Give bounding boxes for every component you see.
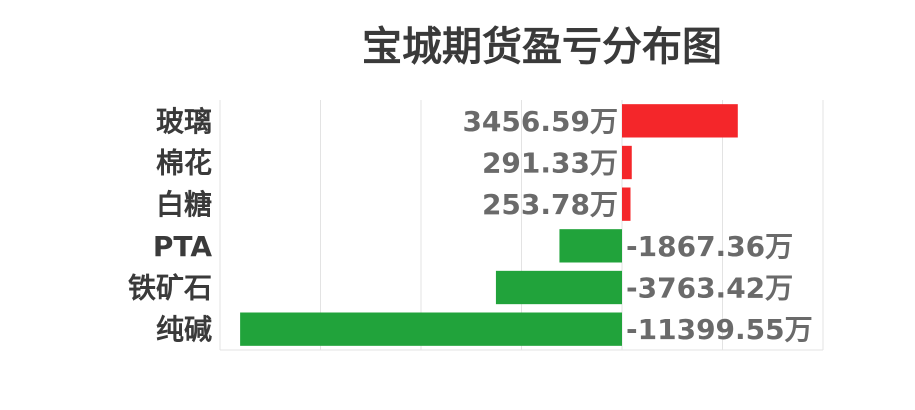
- bar-3: [559, 229, 622, 263]
- value-label-1: 291.33万: [482, 147, 618, 180]
- bars: [240, 104, 738, 346]
- value-label-5: -11399.55万: [626, 313, 813, 346]
- bar-1: [622, 145, 632, 180]
- chart-title: 宝城期货盈亏分布图: [362, 24, 722, 70]
- category-label-5: 纯碱: [156, 313, 212, 346]
- category-label-0: 玻璃: [156, 105, 212, 138]
- category-label-2: 白糖: [156, 188, 212, 221]
- value-label-4: -3763.42万: [626, 272, 793, 305]
- value-label-2: 253.78万: [482, 188, 618, 221]
- category-label-4: 铁矿石: [128, 272, 212, 305]
- grid-lines: [219, 100, 824, 351]
- bar-5: [240, 312, 622, 346]
- value-label-3: -1867.36万: [626, 230, 793, 263]
- category-label-3: PTA: [153, 230, 212, 263]
- value-label-0: 3456.59万: [462, 105, 618, 138]
- bar-0: [622, 104, 738, 138]
- bar-4: [495, 270, 622, 305]
- bar-2: [622, 187, 631, 221]
- category-label-1: 棉花: [156, 147, 212, 180]
